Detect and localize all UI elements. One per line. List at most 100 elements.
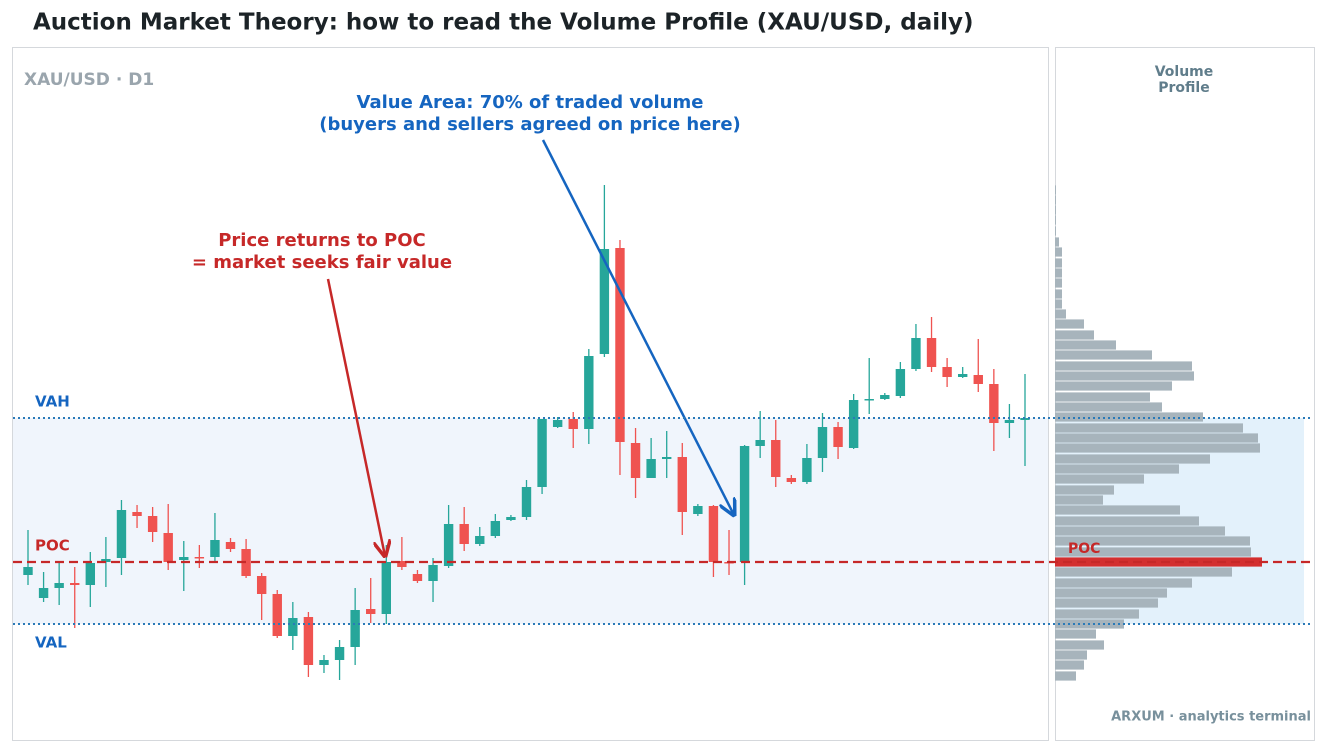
- profile-bar: [1055, 258, 1062, 268]
- candle-body: [475, 536, 485, 544]
- profile-bar: [1055, 215, 1056, 225]
- candle-body: [552, 420, 563, 427]
- profile-bar: [1055, 526, 1225, 536]
- chart-title: Auction Market Theory: how to read the V…: [33, 10, 974, 36]
- candle-body: [147, 516, 158, 532]
- profile-bar: [1055, 588, 1167, 598]
- candle-body: [288, 618, 298, 636]
- candle-body: [397, 561, 407, 567]
- candle-body: [895, 369, 906, 396]
- arrow: [541, 139, 734, 515]
- candle-body: [443, 524, 454, 566]
- profile-bar: [1055, 464, 1179, 474]
- profile-bar: [1055, 423, 1243, 433]
- profile-bar: [1055, 278, 1062, 288]
- candle-body: [693, 506, 703, 514]
- candle-body: [771, 440, 781, 477]
- profile-bar: [1055, 195, 1056, 205]
- candle-body: [1004, 420, 1015, 423]
- profile-bar: [1055, 247, 1062, 257]
- candle-body: [708, 506, 719, 562]
- footer: ARXUM · analytics terminal: [1111, 710, 1311, 725]
- candle-body: [506, 517, 516, 520]
- candle-body: [70, 583, 80, 585]
- profile-bar: [1055, 578, 1192, 588]
- candle-body: [584, 356, 594, 429]
- candle-body: [210, 540, 220, 557]
- candle-body: [490, 521, 501, 536]
- candle-body: [646, 459, 656, 478]
- candle-body: [630, 443, 641, 478]
- candle-body: [256, 576, 267, 594]
- profile-bar: [1055, 598, 1158, 608]
- profile-bar: [1055, 505, 1180, 515]
- candle-body: [942, 367, 952, 377]
- candle-body: [334, 647, 345, 660]
- candle-body: [225, 542, 236, 549]
- profile-bar: [1055, 205, 1056, 215]
- level-label: VAH: [35, 393, 70, 411]
- candle-body: [568, 419, 578, 429]
- candle-body: [786, 478, 797, 482]
- profile-bar: [1055, 660, 1084, 670]
- profile-bar: [1055, 371, 1194, 381]
- candle-body: [833, 427, 843, 447]
- profile-bar: [1055, 536, 1250, 546]
- candle-body: [989, 384, 999, 423]
- annotation: Price returns to POC: [218, 230, 426, 251]
- profile-bar: [1055, 650, 1087, 660]
- profile-bar: [1055, 361, 1192, 371]
- candle-body: [179, 557, 189, 560]
- candle-body: [817, 427, 828, 458]
- profile-poc-label: POC: [1068, 541, 1100, 557]
- candle-body: [132, 512, 142, 516]
- candle-body: [85, 563, 96, 585]
- profile-bar: [1055, 557, 1262, 567]
- candle-body: [537, 419, 547, 487]
- profile-bar: [1055, 629, 1096, 639]
- profile-bar: [1055, 516, 1199, 526]
- profile-bar: [1055, 392, 1150, 402]
- candle-body: [428, 565, 438, 581]
- profile-bar: [1055, 309, 1066, 319]
- annotation: (buyers and sellers agreed on price here…: [319, 114, 741, 135]
- candle-body: [802, 458, 812, 482]
- profile-bar: [1055, 289, 1062, 299]
- candle-body: [677, 457, 687, 512]
- profile-bar: [1055, 185, 1056, 195]
- profile-bar: [1055, 381, 1172, 391]
- profile-bar: [1055, 454, 1210, 464]
- level-label: VAL: [35, 634, 67, 652]
- profile-bar: [1055, 340, 1116, 350]
- candle-body: [412, 574, 423, 581]
- profile-bar: [1055, 485, 1114, 495]
- candle-body: [957, 374, 968, 377]
- profile-bar: [1055, 402, 1162, 412]
- candle-body: [739, 446, 750, 562]
- arrow: [326, 278, 385, 556]
- value-area: [13, 418, 1048, 624]
- annotation: = market seeks fair value: [192, 252, 452, 273]
- candle-body: [23, 567, 33, 575]
- candle-body: [366, 609, 376, 614]
- main-panel: [12, 47, 1049, 741]
- profile-bar: [1055, 330, 1094, 340]
- profile-bar: [1055, 433, 1258, 443]
- profile-bar: [1055, 547, 1251, 557]
- profile-bar: [1055, 671, 1076, 681]
- subtitle: XAU/USD · D1: [24, 70, 154, 90]
- candle-body: [459, 524, 469, 544]
- profile-bar: [1055, 609, 1139, 619]
- candle-body: [973, 375, 983, 384]
- candle-body: [864, 399, 874, 401]
- annotation: Value Area: 70% of traded volume: [357, 92, 704, 113]
- profile-bar: [1055, 299, 1062, 309]
- profile-bar: [1055, 350, 1152, 360]
- candle-body: [848, 400, 859, 448]
- candle-body: [755, 440, 765, 446]
- candle-body: [303, 617, 314, 665]
- candle-body: [911, 338, 921, 369]
- candle-body: [926, 338, 937, 367]
